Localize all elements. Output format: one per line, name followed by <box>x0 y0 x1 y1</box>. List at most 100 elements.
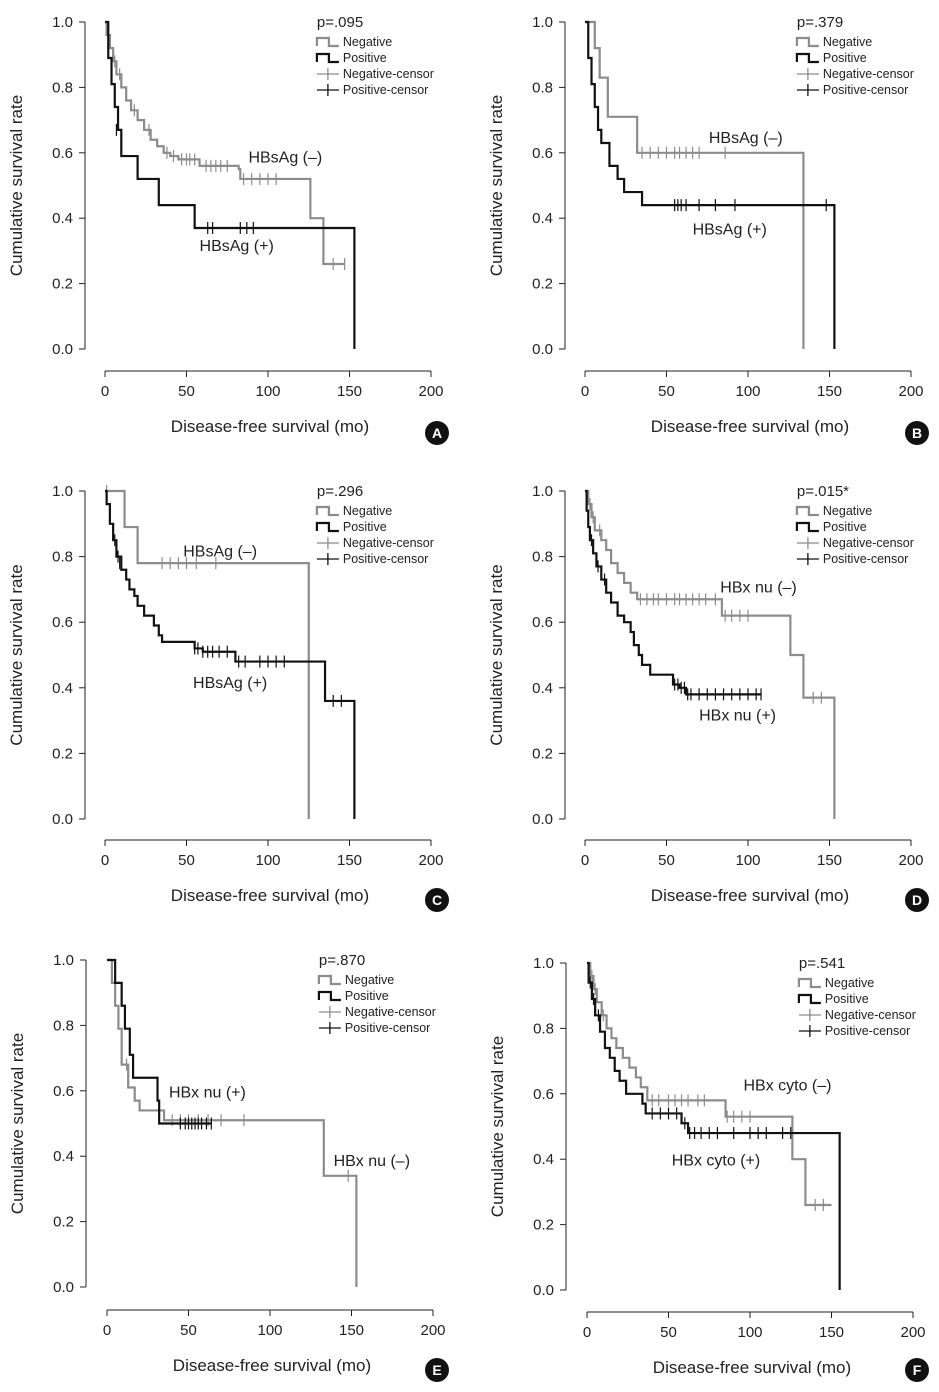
legend-item-positive: Positive <box>797 992 869 1006</box>
legend-item-positive-censor: Positive-censor <box>316 83 428 97</box>
x-tick-label: 200 <box>898 852 923 869</box>
y-tick-label: 0.2 <box>533 1217 554 1234</box>
x-axis-title: Disease-free survival (mo) <box>171 417 369 436</box>
km-panel-c: 0.0 0.2 0.4 0.6 0.8 1.0 0 50 100 150 200 Disease-fr… <box>7 483 449 912</box>
legend-step-swatch <box>315 521 339 533</box>
legend-label: Positive <box>825 992 869 1006</box>
x-tick-label: 100 <box>257 1322 282 1339</box>
legend-label: Negative <box>823 35 872 49</box>
x-tick-label: 150 <box>337 852 362 869</box>
x-tick-label: 150 <box>817 383 842 400</box>
legend-label: Positive <box>345 989 389 1003</box>
series-negative: HBx nu (–) <box>585 489 836 819</box>
km-panel-f: 0.0 0.2 0.4 0.6 0.8 1.0 0 50 100 150 200 Disease-fr… <box>488 955 929 1382</box>
km-panel-d: 0.0 0.2 0.4 0.6 0.8 1.0 0 50 100 150 200 Disease-fr… <box>487 483 929 912</box>
y-tick-label: 0.6 <box>533 1086 554 1103</box>
series-positive: HBsAg (+) <box>585 20 836 349</box>
legend-label: Negative <box>345 973 394 987</box>
panel-badge: D <box>905 888 929 912</box>
legend-item-negative-censor: Negative-censor <box>796 67 914 81</box>
panel-badge-letter: B <box>912 425 922 441</box>
panel-badge-letter: C <box>432 892 442 908</box>
y-tick-label: 0.2 <box>532 276 553 293</box>
legend-item-negative: Negative <box>317 973 394 987</box>
legend-label: Positive-censor <box>823 83 908 97</box>
x-tick-label: 0 <box>103 1322 111 1339</box>
p-value: p=.379 <box>797 14 843 31</box>
legend-item-positive: Positive <box>795 51 867 65</box>
legend-label: Negative <box>825 976 874 990</box>
legend-step-swatch <box>797 993 821 1005</box>
km-panel-b: 0.0 0.2 0.4 0.6 0.8 1.0 0 50 100 150 200 Disease-fr… <box>487 14 929 445</box>
panel-badge: E <box>425 1358 449 1382</box>
y-tick-label: 0.4 <box>532 680 553 697</box>
x-tick-label: 50 <box>178 383 195 400</box>
km-panel-a: 0.0 0.2 0.4 0.6 0.8 1.0 0 50 100 150 200 Disease-fr… <box>7 14 449 445</box>
legend-item-negative-censor: Negative-censor <box>316 536 434 550</box>
legend-item-negative: Negative <box>797 976 874 990</box>
panel-badge-letter: A <box>432 425 442 441</box>
survival-curve <box>585 489 836 819</box>
y-tick-label: 0.2 <box>532 745 553 762</box>
x-tick-label: 100 <box>255 852 280 869</box>
y-axis-title: Cumulative survival rate <box>487 564 506 745</box>
survival-curve <box>107 958 212 1125</box>
legend-label: Positive-censor <box>345 1021 430 1035</box>
survival-curve <box>105 489 310 819</box>
y-tick-label: 0.2 <box>53 1214 74 1231</box>
series-positive: HBx nu (+) <box>107 958 246 1130</box>
legend-item-positive-censor: Positive-censor <box>796 83 908 97</box>
legend-label: Positive <box>343 520 387 534</box>
x-tick-label: 50 <box>658 383 675 400</box>
survival-curve <box>585 489 762 696</box>
y-tick-label: 0.8 <box>52 79 73 96</box>
curve-label: HBsAg (+) <box>193 675 267 692</box>
curve-label: HBx nu (+) <box>169 1084 246 1101</box>
curve-label: HBsAg (–) <box>248 150 322 167</box>
legend-step-swatch <box>797 977 821 989</box>
x-tick-label: 0 <box>581 852 589 869</box>
y-tick-label: 0.6 <box>532 145 553 162</box>
legend-step-swatch <box>795 52 819 64</box>
x-tick-label: 150 <box>337 383 362 400</box>
x-tick-label: 0 <box>583 1324 591 1341</box>
curve-label: HBx nu (+) <box>699 708 776 725</box>
survival-curve <box>585 20 836 349</box>
legend-step-swatch <box>795 505 819 517</box>
survival-curve <box>585 20 805 349</box>
legend-label: Negative-censor <box>345 1005 436 1019</box>
legend-label: Negative-censor <box>823 536 914 550</box>
legend-item-negative: Negative <box>315 504 392 518</box>
y-axis-title: Cumulative survival rate <box>7 564 26 745</box>
panel-badge: C <box>425 888 449 912</box>
y-tick-label: 0.0 <box>532 811 553 828</box>
y-axis-title: Cumulative survival rate <box>488 1036 507 1217</box>
y-tick-label: 1.0 <box>533 955 554 972</box>
x-tick-label: 150 <box>819 1324 844 1341</box>
x-tick-label: 50 <box>658 852 675 869</box>
legend-label: Positive-censor <box>343 83 428 97</box>
legend-label: Negative-censor <box>823 67 914 81</box>
curve-label: HBx nu (–) <box>720 580 796 597</box>
p-value: p=.541 <box>799 955 845 972</box>
legend-step-swatch <box>795 521 819 533</box>
legend-item-positive-censor: Positive-censor <box>796 552 908 566</box>
legend-label: Negative-censor <box>343 67 434 81</box>
y-tick-label: 1.0 <box>52 483 73 500</box>
x-axis-title: Disease-free survival (mo) <box>651 417 849 436</box>
curve-label: HBsAg (+) <box>200 238 274 255</box>
y-tick-label: 1.0 <box>53 952 74 969</box>
curve-label: HBsAg (+) <box>693 222 767 239</box>
y-tick-label: 1.0 <box>52 14 73 31</box>
y-tick-label: 0.6 <box>532 614 553 631</box>
x-tick-label: 100 <box>737 1324 762 1341</box>
legend-label: Positive-censor <box>343 552 428 566</box>
x-tick-label: 0 <box>101 852 109 869</box>
y-tick-label: 0.2 <box>52 745 73 762</box>
y-tick-label: 0.8 <box>532 79 553 96</box>
y-tick-label: 0.0 <box>532 341 553 358</box>
x-tick-label: 200 <box>418 383 443 400</box>
x-tick-label: 0 <box>101 383 109 400</box>
